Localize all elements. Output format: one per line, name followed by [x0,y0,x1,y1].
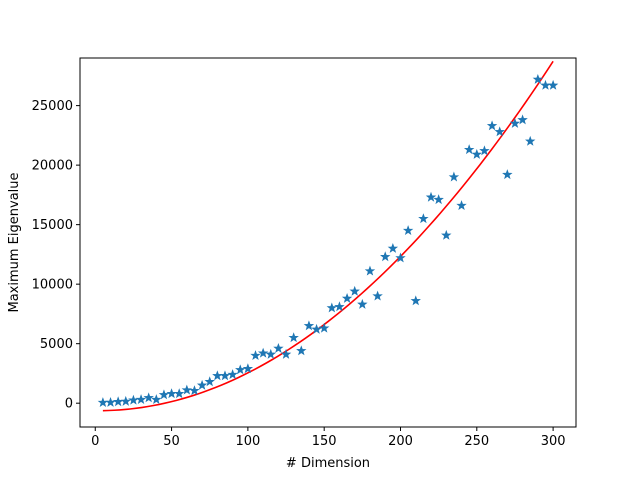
data-point [380,251,391,262]
data-point [525,135,536,146]
data-point [357,298,368,309]
data-point [517,114,528,125]
data-point [227,369,238,380]
x-tick-label: 250 [464,434,489,449]
data-point [441,229,452,240]
data-point [303,320,315,331]
data-point [326,302,338,313]
data-point [479,145,490,156]
data-point [494,126,505,137]
data-point [265,348,276,359]
data-point [486,120,498,131]
y-tick-label: 0 [65,397,73,412]
data-point [395,252,406,263]
x-tick-label: 200 [388,434,413,449]
data-point [273,342,284,353]
data-point [105,397,116,407]
data-point [372,290,383,301]
data-point [242,363,254,374]
data-point [250,350,261,361]
data-point [296,345,307,356]
data-point [509,117,521,128]
y-tick-label: 20000 [32,159,73,174]
data-point [364,265,376,276]
data-point [418,213,429,224]
data-point [334,301,345,312]
x-tick-label: 150 [312,434,337,449]
data-point [463,144,475,155]
data-point [128,394,139,405]
data-point [402,225,414,236]
data-point [112,396,124,407]
data-point [166,388,177,399]
data-point [196,379,208,390]
axes-frame [79,57,577,428]
data-point [425,191,437,202]
data-point [349,285,360,296]
data-point [257,347,269,358]
data-point [280,348,292,359]
data-point [433,194,444,205]
data-point [189,385,200,396]
data-point [341,292,353,303]
y-tick-label: 15000 [32,218,73,233]
data-point [502,169,513,180]
data-point [135,394,147,405]
data-point [532,73,544,84]
x-tick-label: 50 [163,434,180,449]
data-point [387,242,399,253]
data-point [204,376,215,387]
data-point [456,200,467,211]
data-point [235,364,246,375]
x-tick-label: 100 [235,434,260,449]
data-point [311,323,322,334]
data-point [410,295,421,306]
x-axis-label: # Dimension [286,456,370,471]
y-axis-label: Maximum Eigenvalue [7,172,22,312]
y-tick-label: 10000 [32,278,73,293]
data-point [158,389,170,400]
fit-line [102,60,554,412]
data-point [212,370,223,381]
y-tick-label: 5000 [40,337,73,352]
data-point [288,332,299,343]
data-point [547,79,559,90]
data-point [143,392,154,403]
data-point [219,370,231,381]
x-tick-label: 0 [91,434,99,449]
data-point [181,384,193,395]
data-point [318,322,330,333]
data-point [97,397,109,408]
data-point [448,171,460,182]
y-axis: 0 5000 10000 15000 20000 25000 [32,99,80,412]
data-point [120,395,131,406]
plot-area [97,60,559,412]
y-tick-label: 25000 [32,99,73,114]
data-point [471,148,483,159]
data-point [540,79,551,90]
data-point [174,388,185,399]
x-tick-label: 300 [541,434,566,449]
x-axis: 0 50 100 150 200 250 300 [91,427,566,449]
data-point [151,394,162,405]
